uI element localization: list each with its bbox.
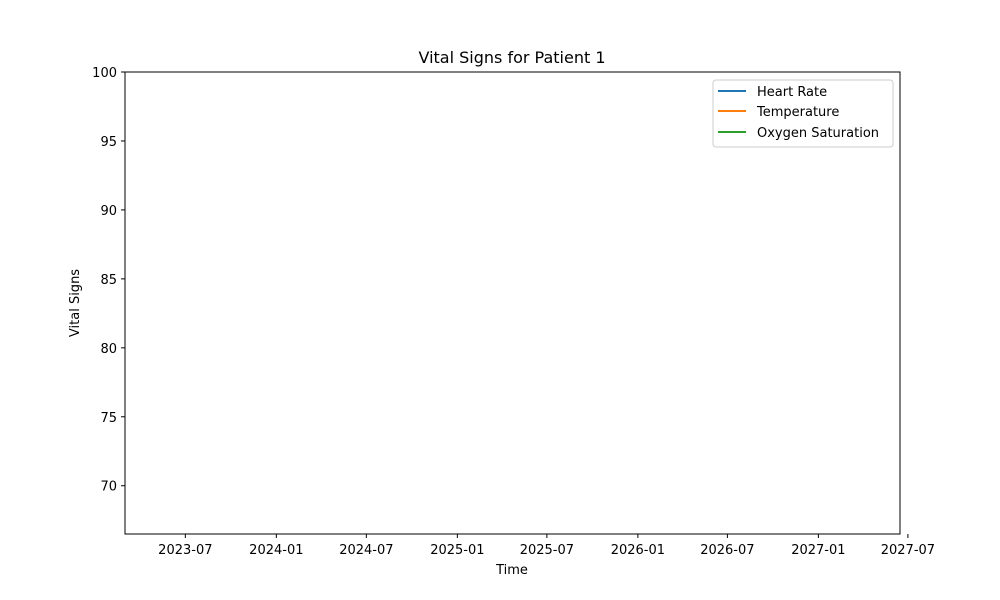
y-axis: 70 75 80 85 90 95 100 — [92, 66, 125, 495]
legend-entry-temperature: Temperature — [718, 105, 839, 120]
x-tick-label: 2027-07 — [881, 543, 935, 558]
x-tick-label: 2025-01 — [430, 543, 484, 558]
legend-label-heart-rate: Heart Rate — [757, 85, 827, 100]
y-tick-label: 80 — [100, 342, 117, 357]
y-tick-label: 90 — [100, 204, 117, 219]
plot-frame — [124, 71, 901, 535]
x-tick-label: 2026-01 — [611, 543, 665, 558]
x-tick-label: 2026-07 — [700, 543, 754, 558]
chart-title: Vital Signs for Patient 1 — [418, 48, 605, 67]
plot-area — [124, 71, 901, 535]
y-tick-label: 75 — [100, 411, 117, 426]
x-tick-label: 2027-01 — [791, 543, 845, 558]
x-axis-label: Time — [495, 563, 528, 578]
legend-entry-heart-rate: Heart Rate — [718, 85, 827, 100]
x-tick-label: 2025-07 — [520, 543, 574, 558]
x-tick-label: 2024-01 — [249, 543, 303, 558]
legend-frame — [712, 79, 894, 148]
y-tick-label: 100 — [92, 66, 117, 81]
y-axis-label: Vital Signs — [68, 269, 83, 337]
y-tick-label: 70 — [100, 480, 117, 495]
x-tick-label: 2024-07 — [339, 543, 393, 558]
legend-entry-oxygen-saturation: Oxygen Saturation — [718, 126, 879, 141]
legend-label-temperature: Temperature — [756, 105, 839, 120]
legend: Heart Rate Temperature Oxygen Saturation — [712, 79, 894, 148]
legend-label-oxygen-saturation: Oxygen Saturation — [757, 126, 879, 141]
x-axis: 2023-07 2024-01 2024-07 2025-01 2025-07 2026-… — [158, 534, 935, 558]
x-tick-label: 2023-07 — [158, 543, 212, 558]
y-tick-label: 85 — [100, 273, 117, 288]
y-tick-label: 95 — [100, 135, 117, 150]
